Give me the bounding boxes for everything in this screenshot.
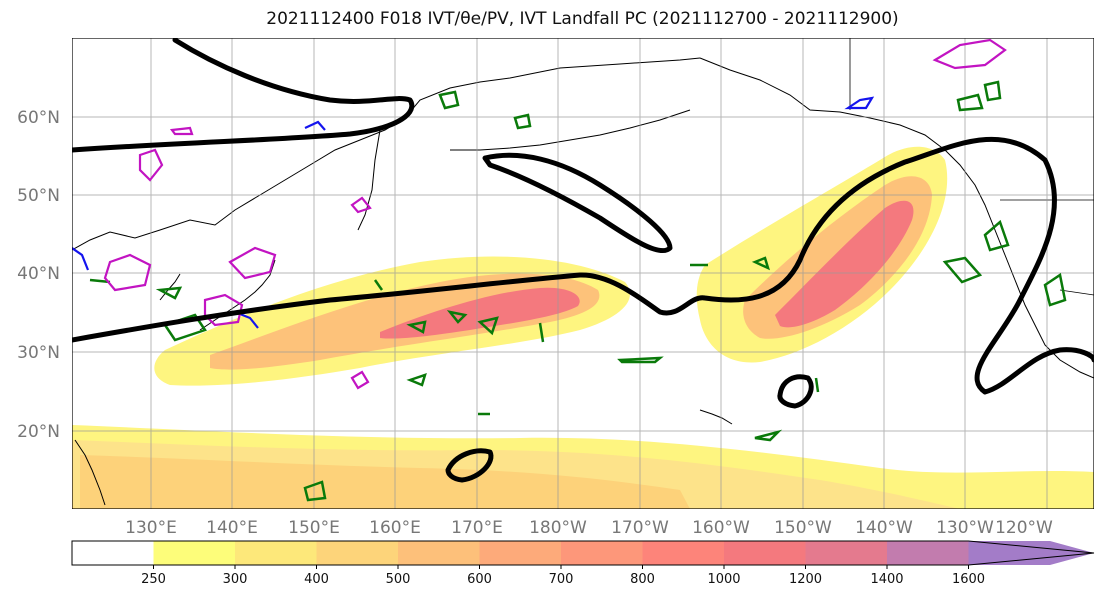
lat-label-60: 60°N	[17, 108, 60, 128]
kamchatka-coast	[357, 129, 381, 231]
hawaii-islands	[699, 409, 733, 425]
lon-label-160e: 160°E	[369, 518, 421, 538]
lat-label-30: 30°N	[17, 343, 60, 363]
lat-label-20: 20°N	[17, 422, 60, 442]
contour-tropic-loop	[445, 448, 494, 483]
contour-main-jet	[72, 136, 1094, 395]
colorbar-segment	[724, 541, 806, 565]
lat-label-50: 50°N	[17, 186, 60, 206]
colorbar-segment	[479, 541, 562, 565]
colorbar-tick-label: 400	[304, 572, 329, 587]
magenta-contours	[103, 38, 1007, 390]
lon-label-150e: 150°E	[288, 518, 340, 538]
latitude-axis: 60°N 50°N 40°N 30°N 20°N	[17, 108, 60, 442]
colorbar-tick-label: 1600	[952, 572, 985, 587]
contour-hawaii-loop	[777, 374, 814, 409]
colorbar-tick-label: 250	[141, 572, 166, 587]
colorbar: 250 300 400 500 600 700 800 1000 1200 1400 1600	[71, 540, 1095, 587]
lon-label-150w: 150°W	[774, 518, 832, 538]
lon-label-140w: 140°W	[855, 518, 913, 538]
lon-label-130e: 130°E	[125, 518, 177, 538]
alaska-coast	[699, 57, 946, 151]
map-title: 2021112400 F018 IVT/θe/PV, IVT Landfall …	[266, 9, 899, 29]
lon-label-120w: 120°W	[995, 518, 1053, 538]
graticule	[72, 38, 1094, 509]
colorbar-segment	[642, 541, 725, 565]
colorbar-segment	[316, 541, 399, 565]
colorbar-segment	[805, 541, 888, 565]
philippines-coast	[74, 439, 106, 506]
contour-north-arc	[72, 38, 415, 153]
ivt-shading	[72, 146, 1094, 509]
japan-coast	[199, 259, 276, 331]
plot-area	[72, 38, 1094, 509]
colorbar-tick-label: 800	[630, 572, 655, 587]
colorbar-tick-label: 1400	[870, 572, 903, 587]
colorbar-segment	[153, 541, 236, 565]
asia-coast	[72, 57, 701, 251]
ivt-western-river-core	[380, 287, 580, 339]
colorbar-segment	[235, 541, 317, 565]
longitude-axis: 130°E 140°E 150°E 160°E 170°E 180°W 170°…	[125, 518, 1053, 538]
korea-coast	[159, 273, 181, 301]
lon-label-180w: 180°W	[529, 518, 587, 538]
contour-aleutian-lobe	[482, 152, 673, 254]
lat-label-40: 40°N	[17, 264, 60, 284]
colorbar-segment-below	[72, 541, 154, 565]
colorbar-tick-label: 1200	[789, 572, 822, 587]
green-contours	[89, 80, 1067, 502]
north-america-coast	[944, 149, 1094, 379]
land-outlines	[72, 57, 1094, 506]
colorbar-tick-label: 300	[223, 572, 248, 587]
ivt-eastern-river-core	[775, 200, 914, 328]
lon-label-170w: 170°W	[611, 518, 669, 538]
colorbar-tick-label: 500	[386, 572, 411, 587]
lon-label-170e: 170°E	[451, 518, 503, 538]
aleutians	[450, 109, 691, 151]
colorbar-segment	[398, 541, 480, 565]
colorbar-tick-label: 600	[467, 572, 492, 587]
colorbar-segment-extend	[968, 541, 1094, 565]
colorbar-segment	[561, 541, 643, 565]
lon-label-130w: 130°W	[936, 518, 994, 538]
colorbar-outline	[71, 540, 1095, 566]
colorbar-tick-label: 700	[549, 572, 574, 587]
lon-label-160w: 160°W	[692, 518, 750, 538]
thick-contours	[72, 38, 1094, 483]
colorbar-segment	[887, 541, 969, 565]
lon-label-140e: 140°E	[206, 518, 258, 538]
colorbar-tick-label: 1000	[707, 572, 740, 587]
